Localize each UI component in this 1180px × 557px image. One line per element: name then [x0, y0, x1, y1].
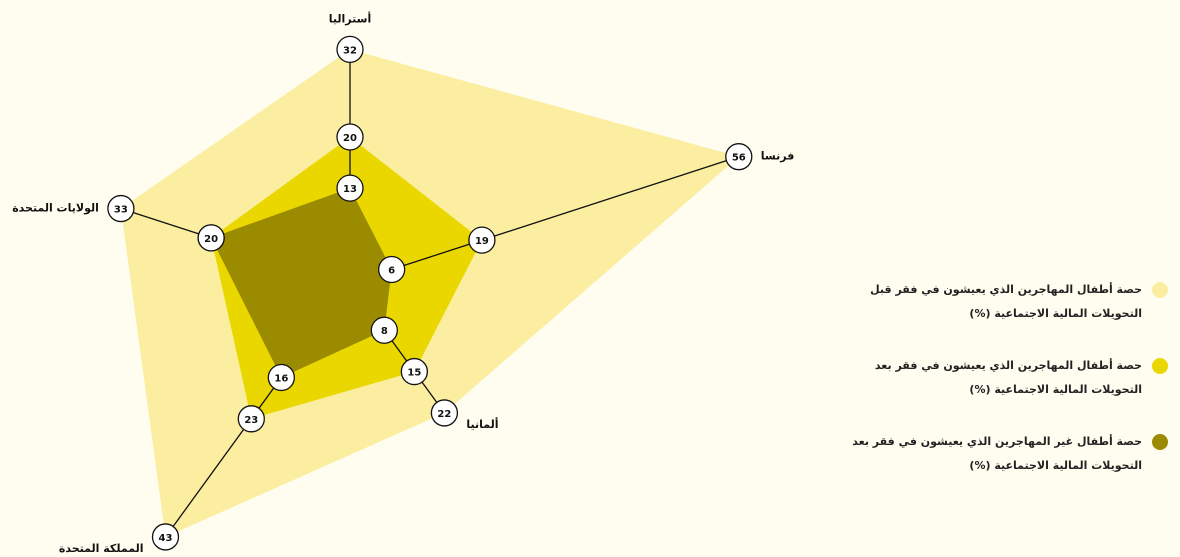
value-marker — [378, 255, 406, 284]
value-marker — [370, 316, 398, 344]
legend-label: حصة أطفال المهاجرين الذي يعيشون في فقر ق… — [870, 283, 1142, 320]
category-label: فرنسا — [761, 150, 795, 163]
value-marker — [336, 123, 364, 151]
value-label: 23 — [244, 415, 258, 426]
category-label: ألمانيا — [466, 417, 498, 431]
value-label: 13 — [343, 184, 357, 195]
legend-label: حصة أطفال غير المهاجرين الذي يعيشون في ف… — [852, 435, 1142, 472]
value-marker — [237, 405, 265, 433]
legend-label: حصة أطفال المهاجرين الذي يعيشون في فقر ب… — [874, 359, 1142, 396]
legend-item: حصة أطفال المهاجرين الذي يعيشون في فقر ب… — [842, 354, 1168, 402]
value-label: 15 — [407, 368, 421, 379]
value-marker — [430, 399, 459, 427]
legend-item: حصة أطفال المهاجرين الذي يعيشون في فقر ق… — [842, 278, 1168, 326]
axis-line — [120, 207, 212, 239]
value-label: 20 — [343, 133, 357, 144]
value-label: 32 — [343, 45, 357, 56]
value-label: 56 — [732, 153, 746, 164]
value-marker — [151, 523, 180, 551]
legend-swatch — [1152, 282, 1168, 298]
value-label: 33 — [114, 205, 128, 216]
value-marker — [107, 194, 135, 223]
value-marker — [468, 226, 496, 254]
axis-line — [164, 377, 282, 538]
value-label: 6 — [388, 265, 395, 276]
value-marker — [336, 174, 364, 202]
legend-swatch — [1152, 358, 1168, 374]
legend-swatch — [1152, 434, 1168, 450]
axis-line — [391, 156, 739, 271]
value-label: 19 — [475, 236, 489, 247]
category-label: أستراليا — [329, 11, 371, 25]
legend-item: حصة أطفال غير المهاجرين الذي يعيشون في ف… — [842, 430, 1168, 478]
value-marker — [267, 363, 295, 392]
radar-area — [211, 188, 392, 378]
value-marker — [336, 35, 364, 64]
category-label: الولايات المتحدة — [12, 202, 99, 215]
value-label: 20 — [204, 234, 218, 245]
value-label: 8 — [381, 326, 388, 337]
value-label: 43 — [159, 533, 173, 544]
value-marker — [725, 143, 753, 171]
value-marker — [197, 224, 225, 252]
value-label: 16 — [274, 373, 288, 384]
category-label: المملكة المتحدة — [59, 542, 144, 555]
value-marker — [400, 357, 429, 386]
value-label: 22 — [437, 409, 451, 420]
